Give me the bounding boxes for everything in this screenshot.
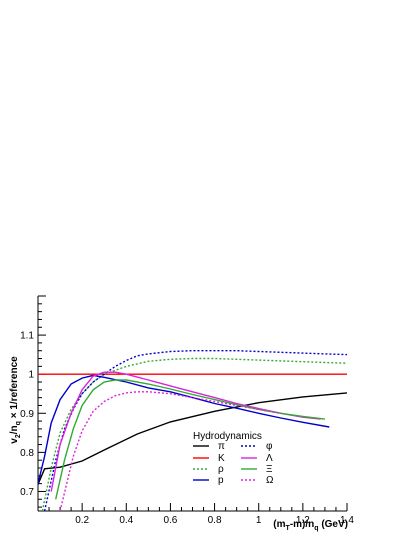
- y-tick-label: 0.8: [20, 448, 34, 459]
- legend-label: ρ: [218, 464, 224, 475]
- x-axis-title-unit: (GeV): [319, 519, 348, 530]
- x-tick-label: 0.4: [119, 515, 133, 526]
- x-tick-label: 1: [256, 515, 262, 526]
- x-axis-title-mid: -m)/n: [290, 519, 314, 530]
- x-tick-label: 1.2: [296, 515, 310, 526]
- x-tick-label: 0.2: [75, 515, 89, 526]
- y-axis-title-mid: /n: [9, 425, 20, 434]
- legend-label: π: [218, 441, 225, 452]
- legend-label: p: [218, 475, 224, 486]
- x-axis-title: (mT-m)/nq (GeV): [273, 519, 348, 532]
- x-axis-title-sub2: q: [314, 525, 318, 532]
- y-tick-label: 1.1: [20, 331, 34, 342]
- y-axis-title-rest: × 1/reference: [9, 356, 20, 421]
- x-tick-label: 0.6: [163, 515, 177, 526]
- legend-label: φ: [266, 441, 273, 452]
- legend-label: Ξ: [266, 464, 273, 475]
- x-tick-label: 0.8: [208, 515, 222, 526]
- series-line-π: [38, 392, 347, 485]
- x-axis-title-open: (m: [273, 519, 285, 530]
- axes: 0.2 0.4 0.6 0.8 1 1.2 1.4 0.7 0.8 0.9 1 1.1: [20, 295, 354, 526]
- y-tick-label: 0.7: [20, 487, 34, 498]
- x-tick-label: 1.4: [340, 515, 354, 526]
- y-tick-label: 0.9: [20, 409, 34, 420]
- x-axis-title-sub1: T: [286, 525, 291, 532]
- y-axis-title: v2/nq × 1/reference: [9, 356, 22, 444]
- series-line-ρ: [41, 357, 347, 511]
- y-axis-title-v: v: [9, 438, 20, 444]
- y-axis-title-sub1: 2: [15, 434, 22, 438]
- y-axis-title-sub2: q: [15, 421, 22, 425]
- series-lines: [38, 350, 347, 511]
- series-line-Λ: [50, 371, 321, 492]
- legend-label: Ω: [266, 475, 274, 486]
- legend-label: Λ: [266, 453, 273, 464]
- y-tick-label: 1: [28, 370, 34, 381]
- legend-label: K: [218, 453, 225, 464]
- legend-title: Hydrodynamics: [193, 431, 262, 442]
- series-line-p: [38, 374, 330, 484]
- series-line-Ω: [59, 391, 281, 511]
